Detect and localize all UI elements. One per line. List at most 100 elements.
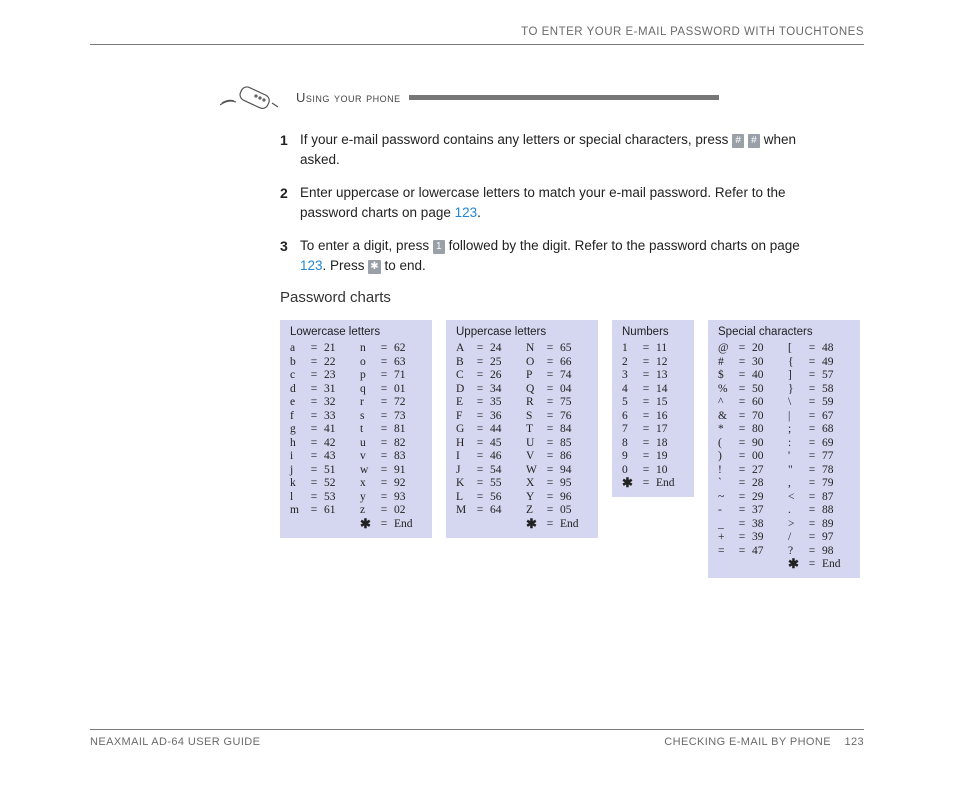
- chart-row: h=42: [290, 437, 346, 449]
- chart-row: 8=18: [622, 437, 684, 449]
- step-text: followed by the digit. Refer to the pass…: [449, 238, 800, 253]
- chart-value: 31: [324, 383, 346, 395]
- equals-sign: =: [545, 369, 555, 381]
- equals-sign: =: [737, 423, 747, 435]
- equals-sign: =: [737, 464, 747, 476]
- chart-value: 15: [656, 396, 678, 408]
- equals-sign: =: [737, 396, 747, 408]
- chart-value: 95: [560, 477, 582, 489]
- equals-sign: =: [379, 342, 389, 354]
- chart-value: 17: [656, 423, 678, 435]
- chart-char: O: [526, 356, 540, 368]
- charts-title: Password charts: [280, 289, 864, 306]
- phone-icon: [220, 83, 290, 112]
- chart-value: 40: [752, 369, 774, 381]
- chart-row: I=46: [456, 450, 512, 462]
- step-body: To enter a digit, press 1 followed by th…: [300, 236, 820, 275]
- chart-char: L: [456, 491, 470, 503]
- chart-char: w: [360, 464, 374, 476]
- chart-char: 4: [622, 383, 636, 395]
- chart-row: D=34: [456, 383, 512, 395]
- chart-char: E: [456, 396, 470, 408]
- chart-row: U=85: [526, 437, 588, 449]
- chart-value: 80: [752, 423, 774, 435]
- star-icon: ✱: [622, 477, 636, 489]
- chart-row: ✱=End: [526, 518, 588, 530]
- equals-sign: =: [545, 383, 555, 395]
- equals-sign: =: [737, 450, 747, 462]
- equals-sign: =: [641, 410, 651, 422]
- chart-row: L=56: [456, 491, 512, 503]
- chart-value: 66: [560, 356, 582, 368]
- chart-value: 58: [822, 383, 844, 395]
- chart-char: y: [360, 491, 374, 503]
- chart-value: 43: [324, 450, 346, 462]
- chart-heading: Numbers: [622, 326, 684, 338]
- chart-char: u: [360, 437, 374, 449]
- chart-char: o: [360, 356, 374, 368]
- chart-uppercase: Uppercase letters A=24B=25C=26D=34E=35F=…: [446, 320, 598, 538]
- chart-value: 55: [490, 477, 512, 489]
- chart-value: 77: [822, 450, 844, 462]
- equals-sign: =: [545, 410, 555, 422]
- chart-value: 92: [394, 477, 416, 489]
- chart-row: J=54: [456, 464, 512, 476]
- chart-value: 86: [560, 450, 582, 462]
- equals-sign: =: [807, 491, 817, 503]
- equals-sign: =: [309, 356, 319, 368]
- equals-sign: =: [807, 342, 817, 354]
- chart-char: 1: [622, 342, 636, 354]
- chart-row: (=90: [718, 437, 774, 449]
- chart-char: 7: [622, 423, 636, 435]
- chart-char: D: [456, 383, 470, 395]
- chart-row: +=39: [718, 531, 774, 543]
- chart-row: :=69: [788, 437, 850, 449]
- chart-row: 6=16: [622, 410, 684, 422]
- chart-char: -: [718, 504, 732, 516]
- equals-sign: =: [737, 491, 747, 503]
- chart-row: !=27: [718, 464, 774, 476]
- chart-value: 60: [752, 396, 774, 408]
- chart-value: 21: [324, 342, 346, 354]
- equals-sign: =: [737, 504, 747, 516]
- page-link[interactable]: 123: [300, 258, 323, 273]
- key-star-icon: ✱: [368, 260, 380, 274]
- chart-row: Y=96: [526, 491, 588, 503]
- page-link[interactable]: 123: [455, 205, 478, 220]
- chart-value: 13: [656, 369, 678, 381]
- chart-char: }: [788, 383, 802, 395]
- equals-sign: =: [475, 504, 485, 516]
- chart-row: * = 80: [718, 423, 774, 435]
- footer-right: CHECKING E-MAIL BY PHONE 123: [664, 736, 864, 748]
- equals-sign: =: [379, 437, 389, 449]
- equals-sign: =: [379, 504, 389, 516]
- chart-char: G: [456, 423, 470, 435]
- chart-char: ': [788, 450, 802, 462]
- chart-row: o=63: [360, 356, 422, 368]
- chart-value: 98: [822, 545, 844, 557]
- chart-char: U: [526, 437, 540, 449]
- chart-value: 93: [394, 491, 416, 503]
- equals-sign: =: [737, 356, 747, 368]
- chart-row: A=24: [456, 342, 512, 354]
- chart-column: a=21b=22c=23d=31e=32f=33g=41h=42i=43j=51…: [290, 342, 346, 530]
- chart-value: 61: [324, 504, 346, 516]
- equals-sign: =: [379, 464, 389, 476]
- chart-row: ?=98: [788, 545, 850, 557]
- chart-row: @=20: [718, 342, 774, 354]
- chart-row: W=94: [526, 464, 588, 476]
- chart-value: 56: [490, 491, 512, 503]
- chart-char: ]: [788, 369, 802, 381]
- equals-sign: =: [309, 410, 319, 422]
- equals-sign: =: [545, 396, 555, 408]
- chart-row: Q=04: [526, 383, 588, 395]
- chart-value: End: [656, 477, 684, 489]
- chart-char: `: [718, 477, 732, 489]
- chart-char: *: [718, 423, 732, 435]
- chart-row: r=72: [360, 396, 422, 408]
- chart-row: $=40: [718, 369, 774, 381]
- chart-row: d=31: [290, 383, 346, 395]
- chart-value: 36: [490, 410, 512, 422]
- chart-char: x: [360, 477, 374, 489]
- equals-sign: =: [379, 369, 389, 381]
